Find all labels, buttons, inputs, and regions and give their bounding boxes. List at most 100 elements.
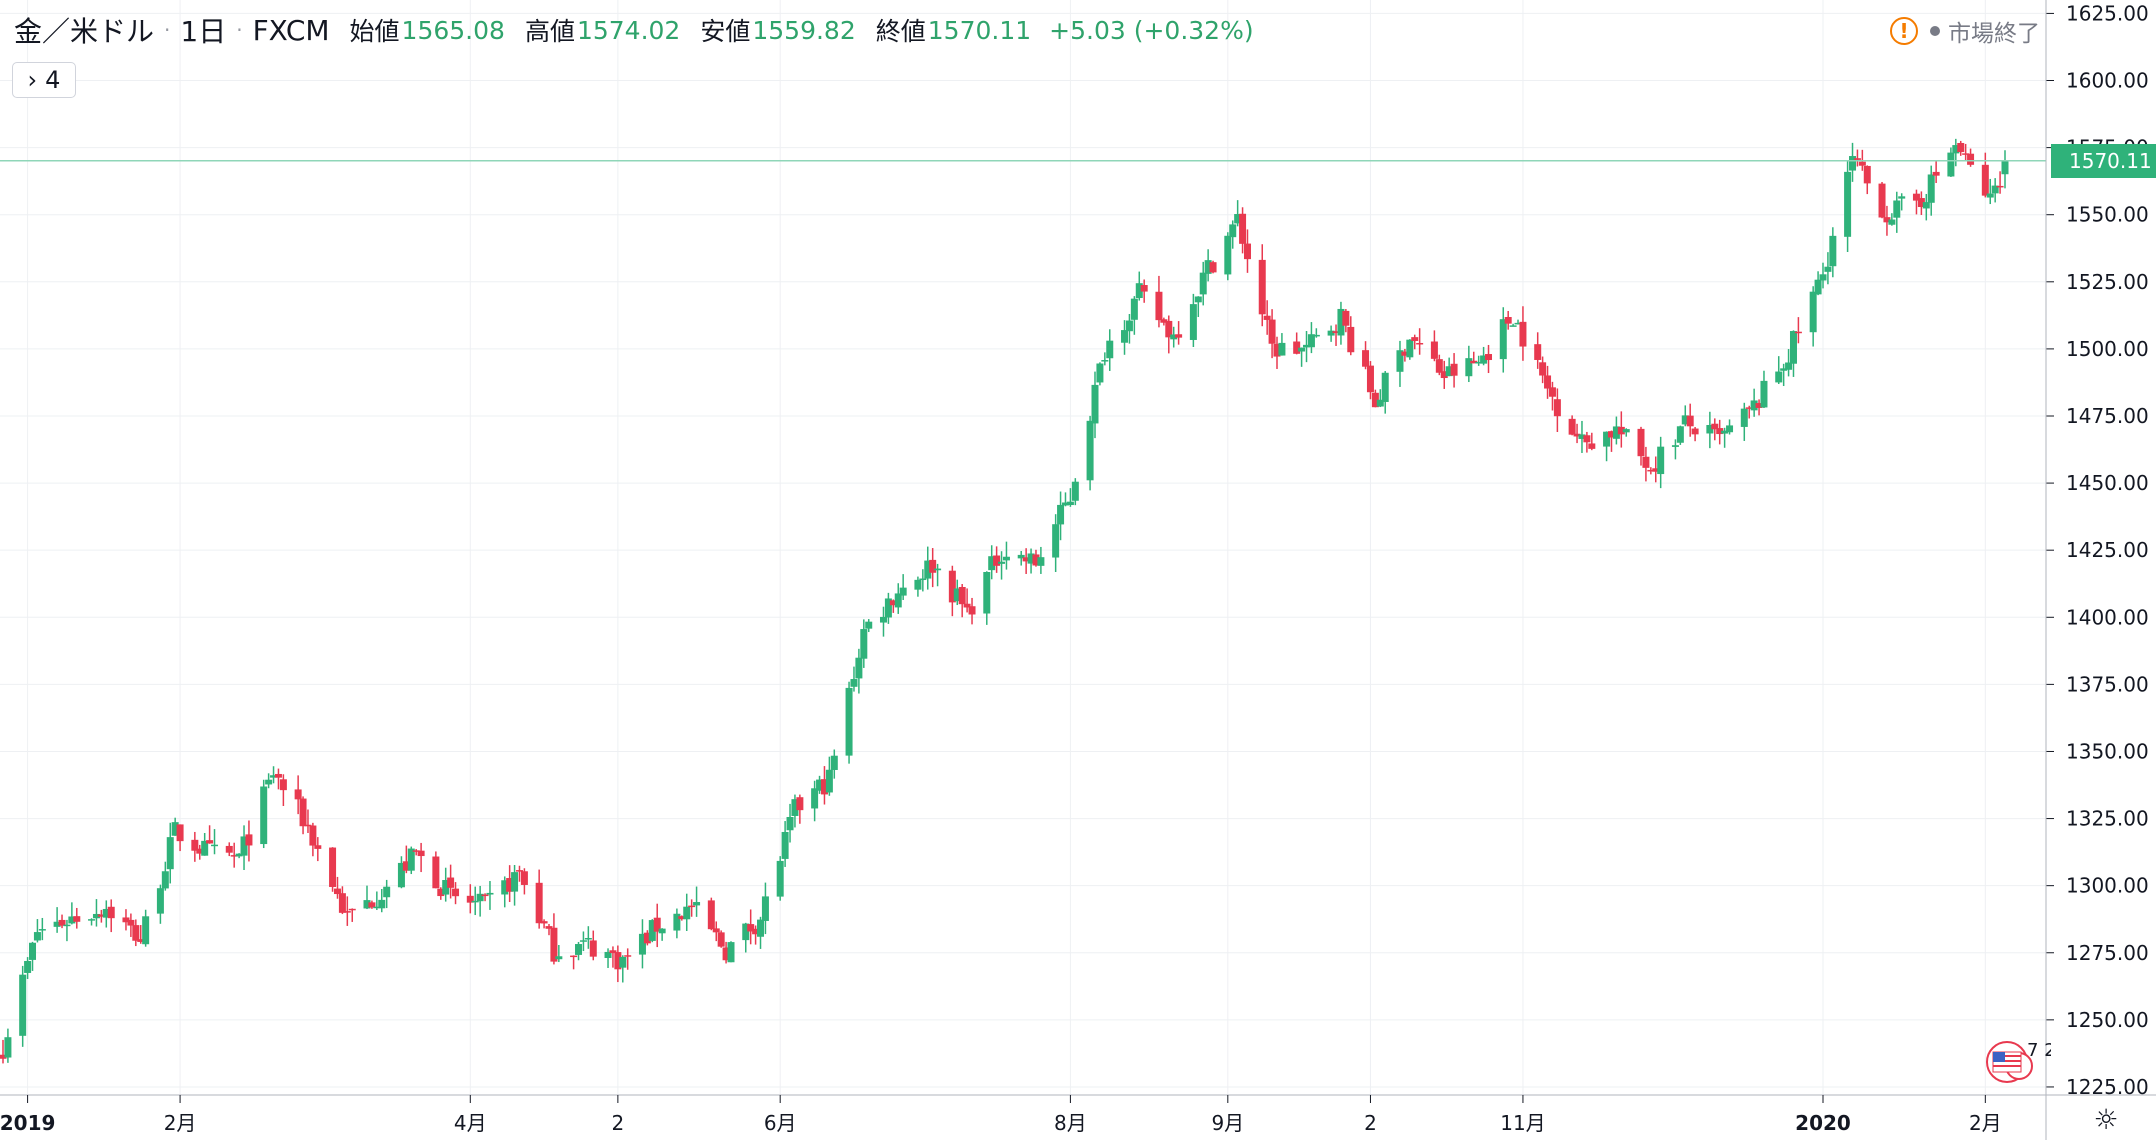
chevron-right-icon: ›: [27, 66, 38, 94]
candle-body: [1991, 185, 1999, 194]
candle-body: [201, 840, 209, 856]
candle-body: [1691, 428, 1699, 435]
candle-body: [1273, 343, 1281, 357]
indicator-collapse-button[interactable]: › 4: [12, 62, 76, 98]
candle-body: [1096, 363, 1104, 383]
candle-body: [1789, 331, 1797, 364]
candle-body: [609, 950, 617, 954]
candle-body: [570, 955, 578, 958]
chart-legend: 金／米ドル · 1日 · FXCM 始値 1565.08 高値 1574.02 安値…: [14, 10, 1254, 50]
candle-body: [988, 556, 996, 571]
candle-body: [948, 570, 956, 603]
time-tick-label: 11月: [1500, 1111, 1545, 1135]
candle-body: [88, 919, 96, 921]
close-value: 1570.11: [927, 15, 1032, 45]
economic-event-marker[interactable]: 7 2: [1985, 1038, 2051, 1084]
candle-body: [309, 825, 317, 846]
candle-body: [993, 555, 1001, 566]
candle-body: [638, 933, 646, 955]
candle-body: [1548, 387, 1556, 397]
candle-body: [1125, 320, 1133, 332]
candle-body: [211, 844, 219, 847]
candle-body: [1583, 435, 1591, 443]
warning-icon[interactable]: !: [1890, 17, 1918, 45]
candle-body: [1617, 426, 1625, 435]
candle-body: [1578, 434, 1586, 439]
candle-body: [781, 831, 789, 859]
time-tick-label: 2019: [0, 1111, 55, 1135]
candle-body: [338, 893, 346, 913]
candle-body: [1706, 424, 1714, 434]
market-status[interactable]: ! 市場終了: [1890, 14, 2040, 48]
candle-body: [1947, 152, 1955, 177]
candle-body: [1199, 272, 1207, 295]
candle-body: [38, 929, 46, 931]
candle-body: [1745, 407, 1753, 409]
candle-body: [1721, 430, 1729, 434]
candle-body: [156, 888, 164, 914]
gear-icon[interactable]: ☼: [2093, 1102, 2119, 1136]
candle-body: [1140, 285, 1148, 292]
candle-body: [1509, 325, 1517, 327]
candle-body: [73, 916, 81, 922]
candle-body: [1485, 354, 1493, 361]
candle-body: [1726, 425, 1734, 433]
symbol-name[interactable]: 金／米ドル: [14, 15, 155, 48]
candle-body: [515, 870, 523, 872]
candle-body: [1032, 554, 1040, 566]
candle-body: [727, 942, 735, 963]
candle-body: [761, 896, 769, 921]
candle-body: [1303, 344, 1311, 348]
candle-body: [958, 586, 966, 605]
candle-body: [1332, 331, 1340, 334]
price-axis: 1225.001250.001275.001300.001325.001350.…: [2045, 0, 2149, 1140]
candle-body: [1480, 355, 1488, 364]
interval[interactable]: 1日: [180, 15, 227, 48]
candle-body: [333, 888, 341, 895]
separator-dot: ·: [236, 18, 243, 42]
candle-body: [707, 900, 715, 930]
candle-body: [304, 824, 312, 827]
candle-body: [983, 571, 991, 614]
candle-body: [1775, 371, 1783, 383]
candle-body: [1362, 350, 1370, 367]
candle-body: [1307, 334, 1315, 348]
candle-body: [1853, 158, 1861, 160]
low-value: 1559.82: [752, 15, 856, 45]
candle-body: [1027, 553, 1035, 564]
candle-body: [1396, 350, 1404, 372]
candle-body: [1037, 557, 1045, 566]
candle-body: [1204, 260, 1212, 274]
candle-body: [1416, 342, 1424, 345]
candle-body: [1750, 400, 1758, 411]
price-tick-label: 1475.00: [2066, 404, 2149, 428]
candle-body: [796, 797, 804, 811]
candle-body: [196, 848, 204, 854]
current-price-label: 1570.11: [2051, 143, 2156, 178]
candle-body: [452, 888, 460, 897]
candle-body: [1814, 279, 1822, 295]
candle-body: [811, 788, 819, 809]
candle-body: [1849, 156, 1857, 171]
candle-body: [1406, 339, 1414, 358]
candle-body: [584, 938, 592, 940]
price-tick-label: 1450.00: [2066, 471, 2149, 495]
candle-body: [1888, 219, 1896, 225]
candle-body: [1278, 342, 1286, 356]
candle-body: [486, 892, 494, 895]
candle-body: [1652, 468, 1660, 472]
candle-body: [688, 905, 696, 908]
candle-body: [107, 906, 115, 919]
price-tick-label: 1600.00: [2066, 69, 2149, 93]
candle-body: [1440, 371, 1448, 379]
price-tick-label: 1375.00: [2066, 672, 2149, 696]
candle-body: [245, 834, 253, 846]
candle-body: [1711, 423, 1719, 430]
candle-body: [1130, 298, 1138, 320]
chart-grid: [0, 0, 2046, 1095]
candle-body: [1686, 415, 1694, 427]
candle-body: [830, 755, 838, 770]
candle-body: [274, 773, 282, 778]
time-axis: 2019 2月 4月 2 6月 8月 9月 2 11月 2020 2月: [0, 1094, 2156, 1135]
